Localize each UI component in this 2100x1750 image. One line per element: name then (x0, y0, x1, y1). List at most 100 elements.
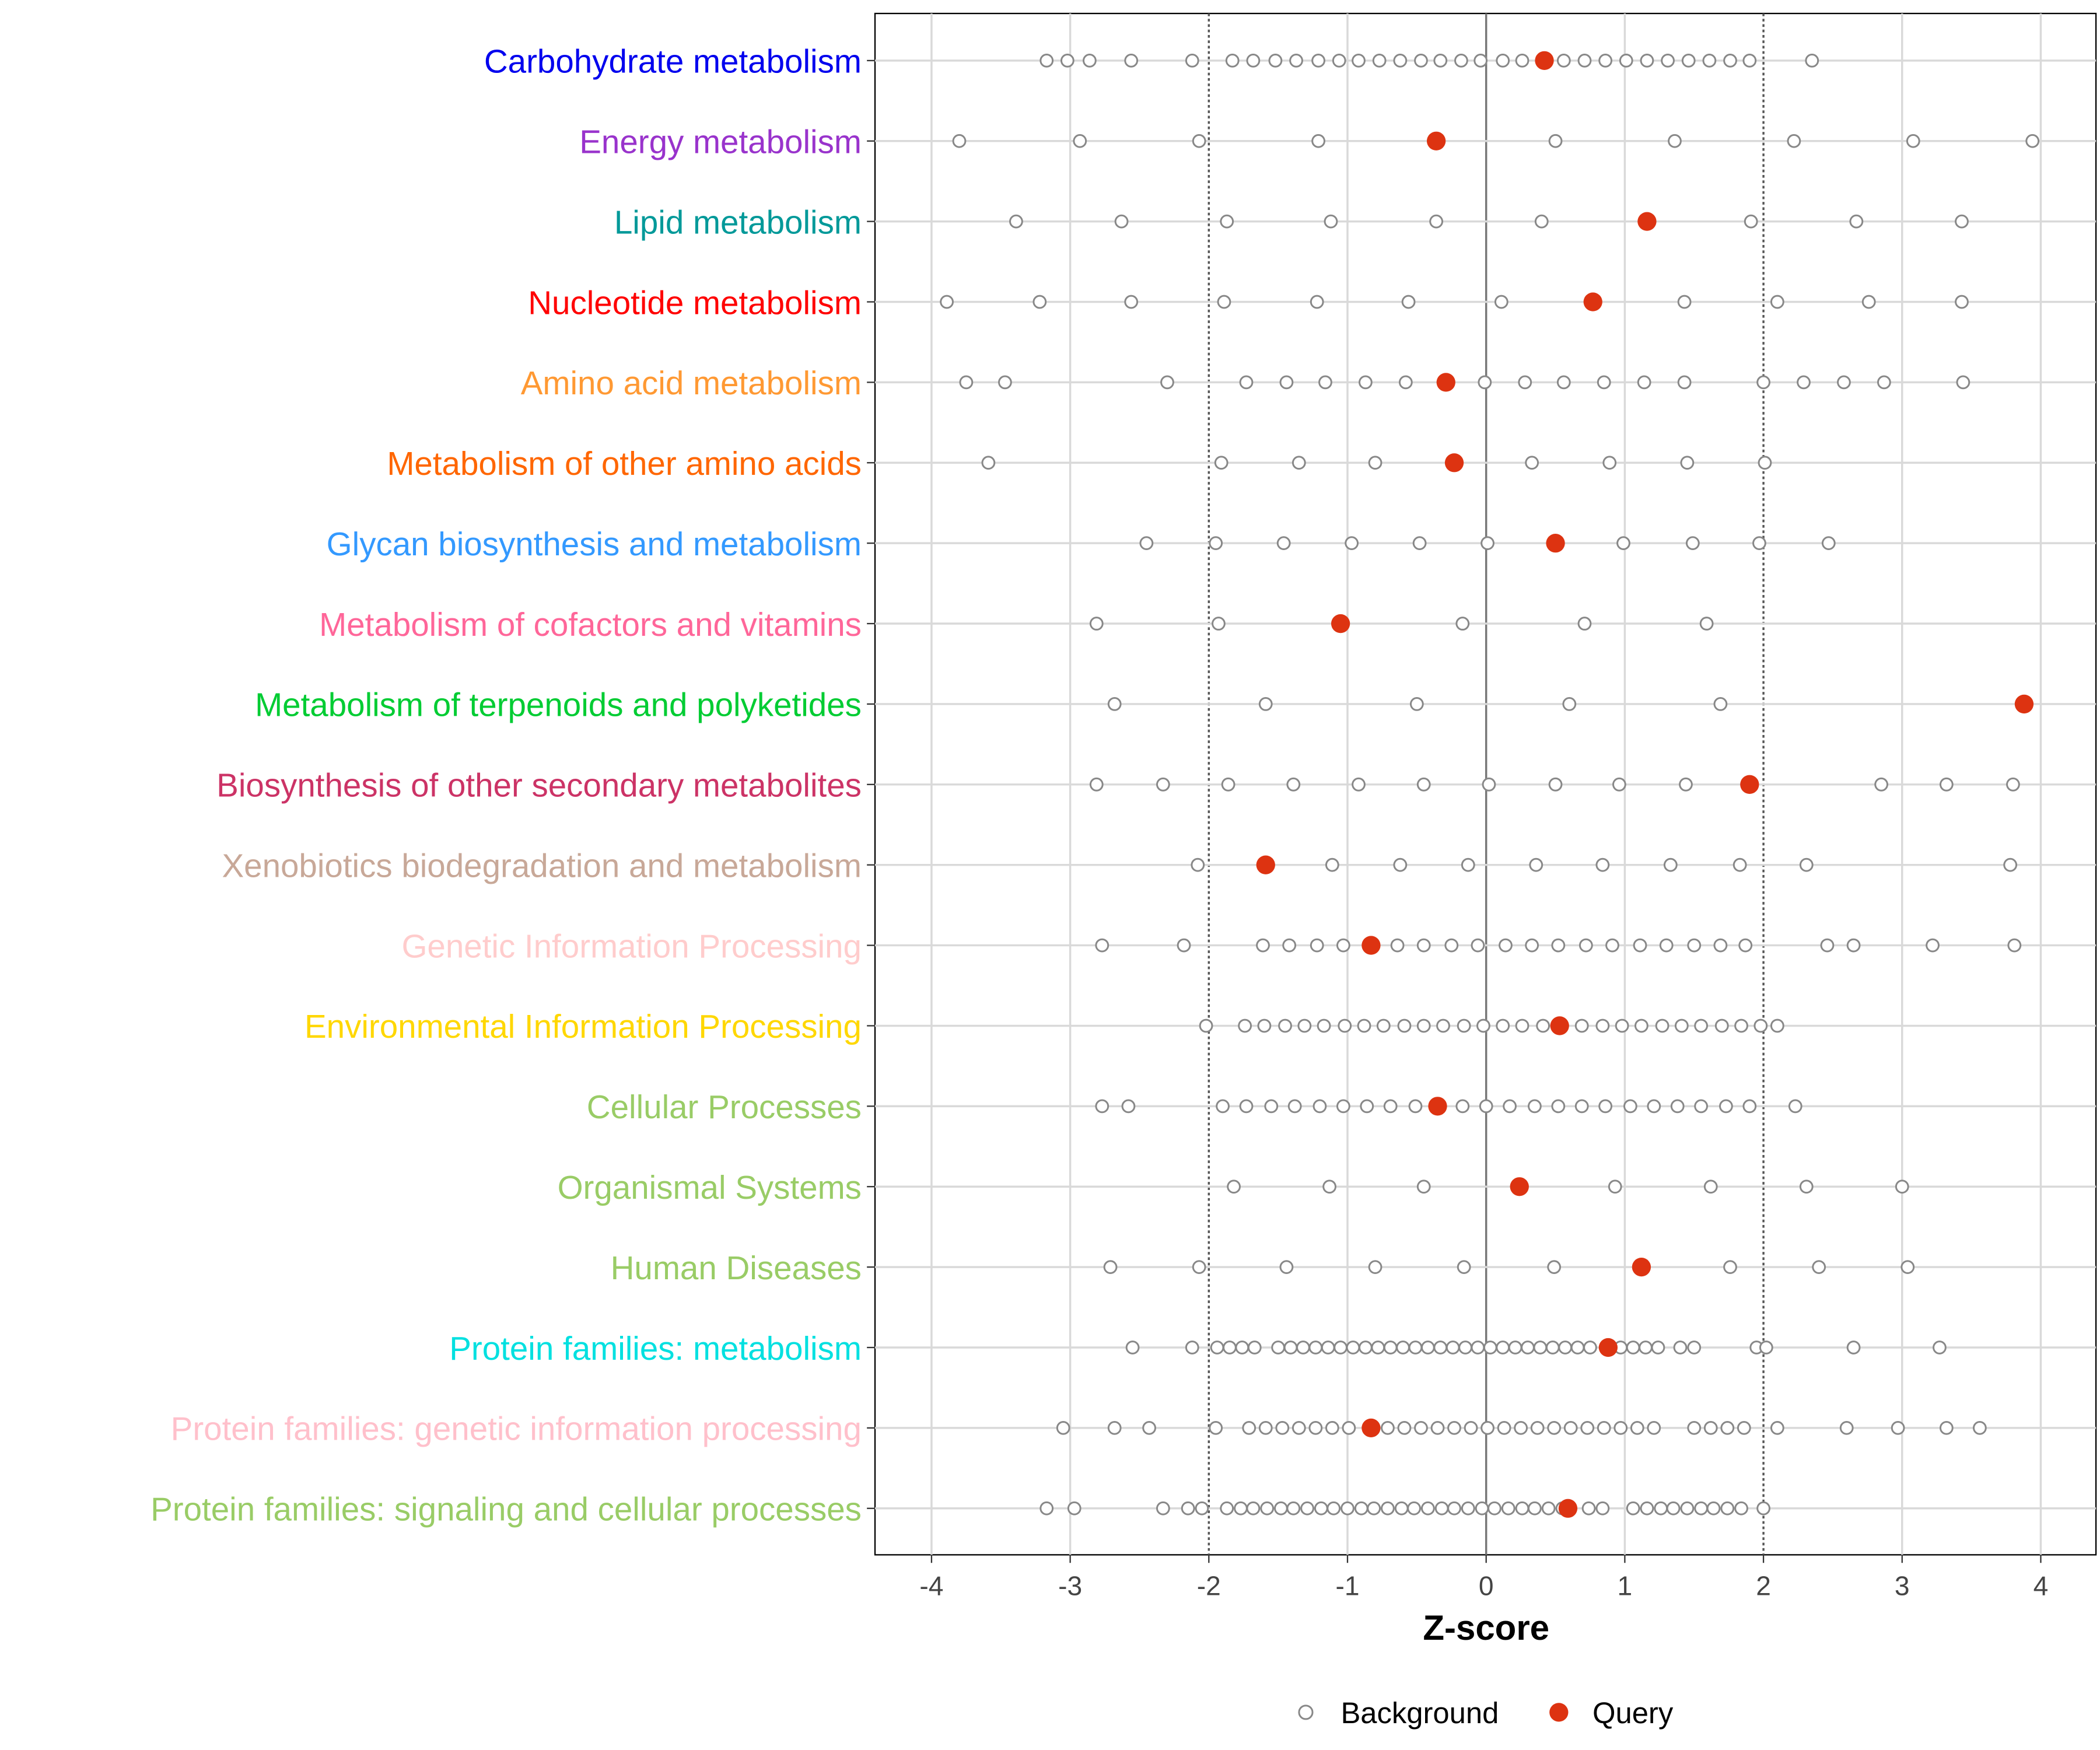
background-point (1359, 1340, 1373, 1354)
background-point (1548, 134, 1563, 148)
background-point (1455, 1099, 1470, 1114)
background-point (1680, 1501, 1695, 1516)
background-point (1314, 1501, 1328, 1516)
background-point (1185, 1340, 1199, 1354)
background-point (1209, 536, 1223, 551)
background-point (1972, 1421, 1987, 1435)
background-point (1577, 617, 1592, 631)
background-point (1430, 1421, 1445, 1435)
background-point (1398, 375, 1413, 390)
background-point (1615, 1019, 1629, 1033)
background-point (1694, 1099, 1709, 1114)
background-point (1533, 1340, 1548, 1354)
background-point (1324, 214, 1338, 229)
background-point (1598, 53, 1612, 68)
background-point (1488, 1501, 1502, 1516)
category-label: Human Diseases (611, 1250, 862, 1286)
background-point (1536, 1019, 1550, 1033)
background-point (1177, 938, 1191, 953)
background-point (1124, 53, 1139, 68)
background-point (1713, 938, 1728, 953)
query-point (1444, 453, 1464, 473)
background-point (1497, 1421, 1511, 1435)
background-point (1578, 938, 1593, 953)
background-point (1515, 53, 1530, 68)
background-point (1296, 1340, 1310, 1354)
background-point (1737, 1421, 1751, 1435)
background-point (1647, 1099, 1661, 1114)
background-point (1758, 456, 1772, 470)
background-point (1699, 617, 1714, 631)
background-point (1310, 295, 1324, 309)
background-point (1891, 1421, 1905, 1435)
background-point (1381, 1501, 1395, 1516)
background-point (1436, 1019, 1450, 1033)
background-point (1670, 1099, 1685, 1114)
background-point (1685, 536, 1700, 551)
query-point (1428, 1097, 1447, 1116)
background-point (1602, 456, 1617, 470)
background-point (1681, 53, 1696, 68)
legend-background-marker (1298, 1704, 1314, 1720)
background-point (1107, 1421, 1122, 1435)
legend-query-label: Query (1592, 1696, 1674, 1730)
query-point (1256, 855, 1275, 874)
query-point (1558, 1499, 1578, 1518)
background-point (1332, 53, 1346, 68)
background-point (1877, 375, 1891, 390)
background-point (1496, 1019, 1510, 1033)
background-point (1605, 938, 1619, 953)
background-point (1583, 1340, 1597, 1354)
background-point (1525, 938, 1539, 953)
background-point (1416, 777, 1431, 792)
background-point (1703, 1180, 1718, 1194)
background-point (1821, 536, 1836, 551)
category-label: Genetic Information Processing (401, 928, 861, 964)
background-point (1089, 777, 1104, 792)
background-point (1040, 1501, 1054, 1516)
background-point (1322, 1180, 1336, 1194)
background-point (1471, 938, 1485, 953)
background-point (1308, 1421, 1323, 1435)
background-point (1279, 375, 1294, 390)
legend-background-label: Background (1340, 1696, 1499, 1730)
query-point (1637, 212, 1657, 231)
x-tick-label: 1 (1618, 1571, 1633, 1601)
background-point (1275, 1421, 1290, 1435)
background-point (1720, 1421, 1735, 1435)
background-point (1457, 1260, 1471, 1274)
background-point (1376, 1019, 1391, 1033)
background-point (1383, 1099, 1398, 1114)
background-point (1521, 1340, 1535, 1354)
background-point (1383, 1340, 1398, 1354)
background-point (1342, 1421, 1356, 1435)
background-point (1483, 1340, 1497, 1354)
query-point (1535, 51, 1554, 70)
background-point (1525, 456, 1539, 470)
query-point (2014, 694, 2034, 714)
category-label: Energy metabolism (579, 124, 862, 160)
background-point (1371, 1340, 1385, 1354)
x-axis-title: Z-score (1423, 1608, 1549, 1647)
background-point (1744, 214, 1758, 229)
query-point (1546, 534, 1565, 553)
background-point (1956, 375, 1971, 390)
background-point (1318, 375, 1332, 390)
background-point (1209, 1421, 1223, 1435)
background-point (1308, 1340, 1323, 1354)
background-point (1756, 1501, 1770, 1516)
background-point (1714, 1019, 1729, 1033)
background-point (1258, 1421, 1273, 1435)
background-point (1338, 1019, 1352, 1033)
background-point (1393, 858, 1408, 872)
background-point (1447, 1501, 1461, 1516)
background-point (1612, 777, 1626, 792)
background-point (1861, 295, 1876, 309)
background-point (1846, 1340, 1861, 1354)
background-point (1256, 938, 1270, 953)
background-point (1292, 1421, 1306, 1435)
background-point (1009, 214, 1023, 229)
background-point (1677, 295, 1692, 309)
background-point (1503, 1099, 1517, 1114)
background-point (1608, 1180, 1622, 1194)
